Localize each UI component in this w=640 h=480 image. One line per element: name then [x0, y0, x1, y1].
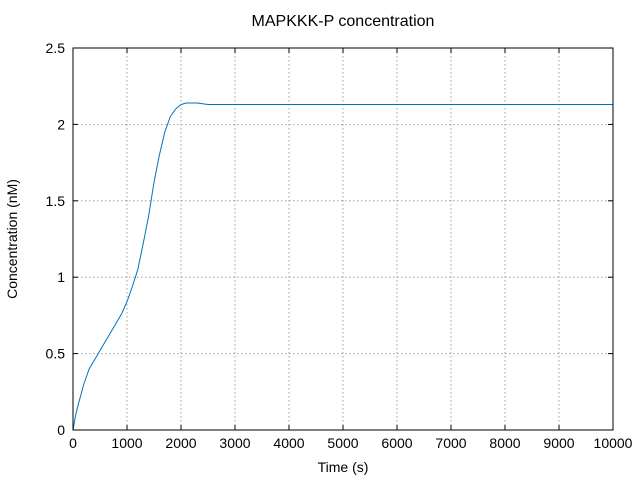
x-tick-label: 9000 — [543, 435, 574, 451]
chart-title: MAPKKK-P concentration — [252, 13, 435, 30]
ticks — [72, 47, 614, 431]
x-tick-label: 7000 — [435, 435, 466, 451]
y-tick-label: 0.5 — [46, 346, 66, 362]
y-tick-label: 2 — [57, 116, 65, 132]
x-tick-label: 0 — [69, 435, 77, 451]
x-tick-labels: 0 1000 2000 3000 4000 5000 6000 7000 8000 9000 100… — [69, 435, 633, 451]
x-tick-label: 1000 — [111, 435, 142, 451]
x-tick-label: 6000 — [381, 435, 412, 451]
y-tick-label: 1.5 — [46, 193, 66, 209]
x-tick-label: 8000 — [489, 435, 520, 451]
series-layer — [72, 102, 613, 431]
x-tick-label: 10000 — [594, 435, 633, 451]
y-tick-label: 0 — [57, 422, 65, 438]
series-line-0 — [72, 102, 613, 431]
y-axis-label: Concentration (nM) — [4, 179, 20, 299]
y-tick-label: 1 — [57, 269, 65, 285]
x-tick-label: 3000 — [219, 435, 250, 451]
x-tick-label: 5000 — [327, 435, 358, 451]
y-tick-labels: 0 0.5 1 1.5 2 2.5 — [46, 40, 66, 438]
x-tick-label: 4000 — [273, 435, 304, 451]
y-tick-label: 2.5 — [46, 40, 66, 56]
x-tick-label: 2000 — [165, 435, 196, 451]
x-axis-label: Time (s) — [318, 459, 369, 475]
